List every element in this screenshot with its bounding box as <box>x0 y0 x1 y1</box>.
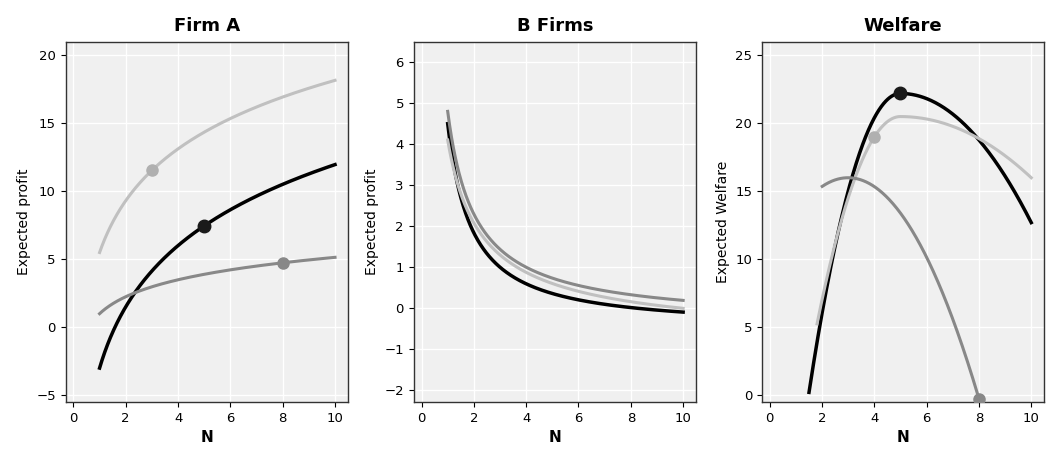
X-axis label: N: N <box>549 430 561 445</box>
Y-axis label: Expected profit: Expected profit <box>17 169 31 275</box>
Title: Welfare: Welfare <box>864 17 942 35</box>
Title: Firm A: Firm A <box>174 17 240 35</box>
Y-axis label: Expected Welfare: Expected Welfare <box>715 161 730 283</box>
Y-axis label: Expected profit: Expected profit <box>365 169 379 275</box>
X-axis label: N: N <box>897 430 909 445</box>
Title: B Firms: B Firms <box>517 17 593 35</box>
X-axis label: N: N <box>201 430 213 445</box>
